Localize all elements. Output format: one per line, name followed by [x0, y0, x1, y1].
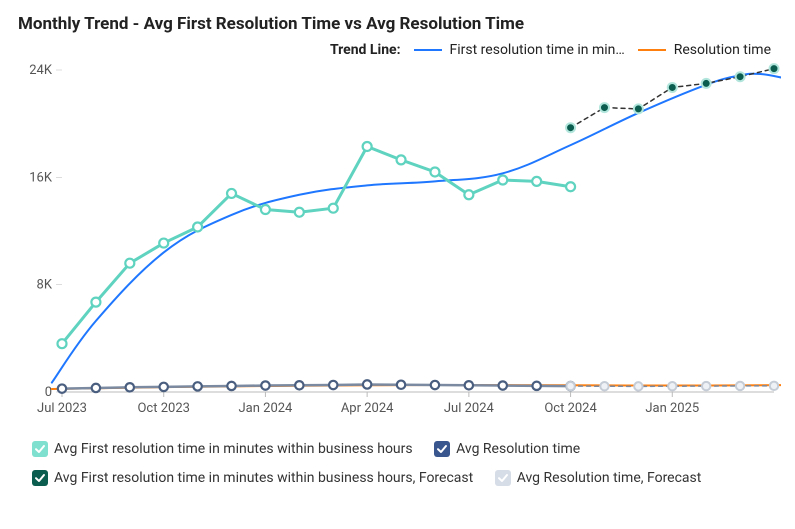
svg-text:Apr 2024: Apr 2024 [341, 401, 394, 416]
chart-svg: 0 8K 16K 24K Jul 2023 Oct 2023 Jan 2024 Apr 202… [14, 62, 781, 422]
svg-text:Oct 2024: Oct 2024 [544, 401, 597, 416]
trendline-item-label: First resolution time in min… [450, 42, 625, 58]
trendline-swatch [638, 49, 666, 51]
legend-item[interactable]: Avg First resolution time in minutes wit… [32, 436, 413, 463]
legend-label: Avg Resolution time, Forecast [517, 465, 702, 492]
check-icon [497, 472, 509, 484]
legend-swatch [32, 441, 48, 457]
svg-text:16K: 16K [29, 170, 53, 185]
trendline-legend: Trend Line: First resolution time in min… [14, 42, 781, 58]
svg-text:Jul 2024: Jul 2024 [444, 401, 495, 416]
svg-text:Jan 2025: Jan 2025 [645, 401, 699, 416]
svg-text:Jan 2024: Jan 2024 [238, 401, 293, 416]
chart-title: Monthly Trend - Avg First Resolution Tim… [18, 14, 781, 34]
trendline-legend-item: First resolution time in min… [404, 42, 628, 58]
chart-card: Monthly Trend - Avg First Resolution Tim… [0, 0, 795, 529]
legend-item[interactable]: Avg Resolution time, Forecast [495, 465, 702, 492]
svg-text:8K: 8K [37, 278, 53, 293]
legend-label: Avg First resolution time in minutes wit… [54, 436, 413, 463]
legend-label: Avg First resolution time in minutes wit… [54, 465, 473, 492]
check-icon [34, 443, 46, 455]
svg-text:24K: 24K [29, 63, 53, 78]
check-icon [436, 443, 448, 455]
legend-item[interactable]: Avg Resolution time [434, 436, 580, 463]
check-icon [34, 472, 46, 484]
trendline-legend-item: Resolution time [628, 42, 771, 58]
trendline-item-label: Resolution time [674, 42, 771, 58]
svg-text:Oct 2023: Oct 2023 [137, 401, 189, 416]
trendline-legend-label: Trend Line: [330, 42, 401, 58]
legend-row: Avg First resolution time in minutes wit… [32, 465, 781, 494]
series-legend: Avg First resolution time in minutes wit… [14, 436, 781, 494]
legend-label: Avg Resolution time [456, 436, 580, 463]
legend-swatch [495, 470, 511, 486]
legend-row: Avg First resolution time in minutes wit… [32, 436, 781, 465]
legend-item[interactable]: Avg First resolution time in minutes wit… [32, 465, 473, 492]
svg-text:Jul 2023: Jul 2023 [37, 401, 87, 416]
chart-plot: 0 8K 16K 24K Jul 2023 Oct 2023 Jan 2024 Apr 202… [14, 62, 781, 422]
legend-swatch [32, 470, 48, 486]
legend-swatch [434, 441, 450, 457]
trendline-swatch [414, 49, 442, 51]
svg-text:0: 0 [45, 385, 52, 400]
